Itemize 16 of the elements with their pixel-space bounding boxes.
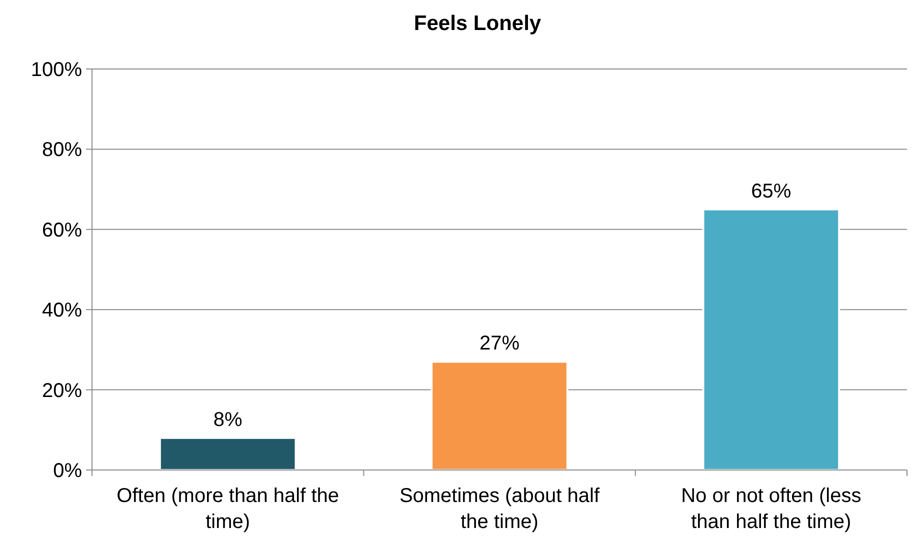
data-label: 8% xyxy=(213,408,243,431)
y-tick-label: 60% xyxy=(42,219,82,242)
y-tick-label: 20% xyxy=(42,380,82,402)
y-tick-label: 0% xyxy=(53,460,82,482)
bar xyxy=(430,360,568,471)
data-label: 27% xyxy=(479,332,520,355)
data-label: 65% xyxy=(751,180,792,202)
y-tick-label: 100% xyxy=(30,59,82,81)
x-tick-label: Often (more than half the time) xyxy=(116,485,340,533)
bar xyxy=(158,436,297,471)
chart-title: Feels Lonely xyxy=(414,12,542,35)
y-tick-label: 40% xyxy=(42,300,82,322)
x-tick-label: No or not often (less than half the time) xyxy=(681,485,862,533)
y-tick-label: 80% xyxy=(42,139,82,162)
bar xyxy=(702,208,840,471)
x-tick-label: Sometimes (about half the time) xyxy=(399,485,600,533)
